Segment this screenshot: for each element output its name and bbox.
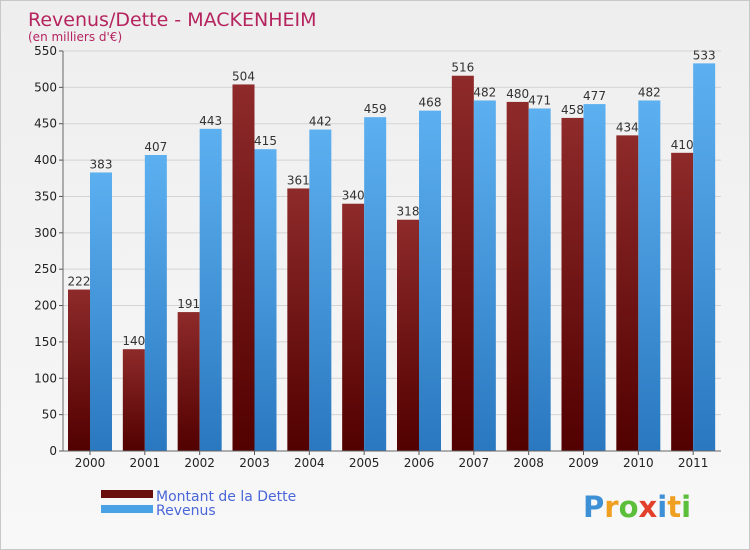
x-tick-label: 2010 (623, 456, 654, 470)
bar-dette (68, 289, 90, 451)
data-label-revenus: 459 (364, 102, 387, 116)
bar-dette (561, 117, 584, 451)
data-label-dette: 191 (177, 297, 200, 311)
data-label-dette: 140 (122, 334, 145, 348)
y-tick-label: 200 (34, 299, 57, 313)
logo-letter: i (681, 490, 691, 524)
data-label-revenus: 471 (528, 93, 551, 107)
bar-dette (342, 203, 365, 451)
data-label-dette: 504 (232, 69, 255, 83)
data-label-dette: 516 (451, 61, 474, 75)
bar-revenus (419, 110, 441, 452)
bar-revenus (199, 128, 222, 451)
data-label-dette: 410 (671, 138, 694, 152)
data-label-revenus: 442 (309, 115, 332, 129)
y-tick-label: 400 (34, 153, 57, 167)
data-label-revenus: 468 (419, 96, 442, 110)
y-axis: 0 50 100 150 200 250 300 350 400 450 500 550 (34, 44, 64, 458)
x-tick-label: 2000 (75, 456, 106, 470)
data-label-revenus: 482 (638, 85, 661, 99)
legend: Montant de la Dette Revenus (101, 489, 296, 519)
x-tick-label: 2005 (349, 456, 380, 470)
x-tick-label: 2008 (513, 456, 544, 470)
data-label-dette: 318 (397, 205, 420, 219)
y-tick-label: 0 (49, 444, 57, 458)
bar-dette (177, 312, 200, 451)
bar-dette (122, 349, 145, 451)
x-axis: 2000 2001 2002 2003 2004 2005 2006 2007 2008 2009… (63, 450, 721, 470)
x-tick-label: 2001 (130, 456, 161, 470)
bar-dette (506, 101, 529, 451)
bar-dette (671, 152, 694, 451)
data-label-revenus: 407 (144, 140, 167, 154)
x-tick-label: 2009 (568, 456, 599, 470)
bar-revenus (473, 100, 496, 452)
bar-revenus (583, 104, 606, 451)
bar-revenus (254, 149, 277, 451)
data-label-dette: 480 (506, 87, 529, 101)
data-label-dette: 458 (561, 103, 584, 117)
bar-revenus (693, 63, 716, 451)
bar-dette (616, 135, 639, 451)
x-tick-label: 2007 (459, 456, 490, 470)
logo-letter: t (667, 490, 681, 524)
x-tick-label: 2003 (239, 456, 270, 470)
x-tick-label: 2011 (678, 456, 709, 470)
data-label-dette: 340 (342, 189, 365, 203)
y-tick-label: 50 (42, 408, 57, 422)
x-tick-label: 2002 (184, 456, 215, 470)
data-label-dette: 434 (616, 120, 639, 134)
data-label-revenus: 533 (693, 48, 716, 62)
y-tick-label: 350 (34, 189, 57, 203)
chart-subtitle: (en milliers d'€) (28, 30, 122, 44)
bar-revenus (528, 108, 551, 452)
logo-letter: o (619, 490, 639, 524)
bar-dette (287, 188, 310, 452)
legend-swatch-revenue (101, 505, 153, 513)
y-tick-label: 150 (34, 335, 57, 349)
x-tick-label: 2004 (294, 456, 325, 470)
x-tick-label: 2006 (404, 456, 435, 470)
bar-revenus (90, 172, 112, 452)
data-label-revenus: 383 (90, 157, 113, 171)
bar-revenus (638, 100, 661, 452)
legend-swatch-debt (101, 490, 153, 498)
data-label-revenus: 415 (254, 134, 277, 148)
data-label-revenus: 443 (199, 114, 222, 128)
data-label-dette: 222 (68, 275, 91, 289)
logo-letter: r (604, 490, 619, 524)
legend-label-revenue: Revenus (156, 503, 216, 519)
y-tick-label: 450 (34, 117, 57, 131)
bars: 222 383 140 407 191 443 504 415 361 442 340 459 318 4… (68, 48, 716, 452)
y-tick-label: 100 (34, 371, 57, 385)
proxiti-logo: Proxiti (583, 490, 691, 524)
logo-letter: i (657, 490, 667, 524)
grid-lines (63, 50, 721, 452)
logo-letter: P (583, 490, 604, 524)
bar-revenus (364, 117, 387, 451)
bar-revenus (309, 129, 332, 451)
bar-dette (397, 219, 419, 451)
logo-letter: x (639, 490, 658, 524)
y-tick-label: 500 (34, 80, 57, 94)
chart-title: Revenus/Dette - MACKENHEIM (28, 9, 317, 31)
bar-dette (232, 84, 255, 452)
y-tick-label: 300 (34, 226, 57, 240)
data-label-dette: 361 (287, 173, 310, 187)
bar-revenus (144, 155, 167, 451)
legend-label-debt: Montant de la Dette (156, 489, 296, 505)
data-label-revenus: 482 (473, 85, 496, 99)
data-label-revenus: 477 (583, 89, 606, 103)
bar-dette (451, 75, 474, 452)
y-tick-label: 550 (34, 44, 57, 58)
y-tick-label: 250 (34, 262, 57, 276)
